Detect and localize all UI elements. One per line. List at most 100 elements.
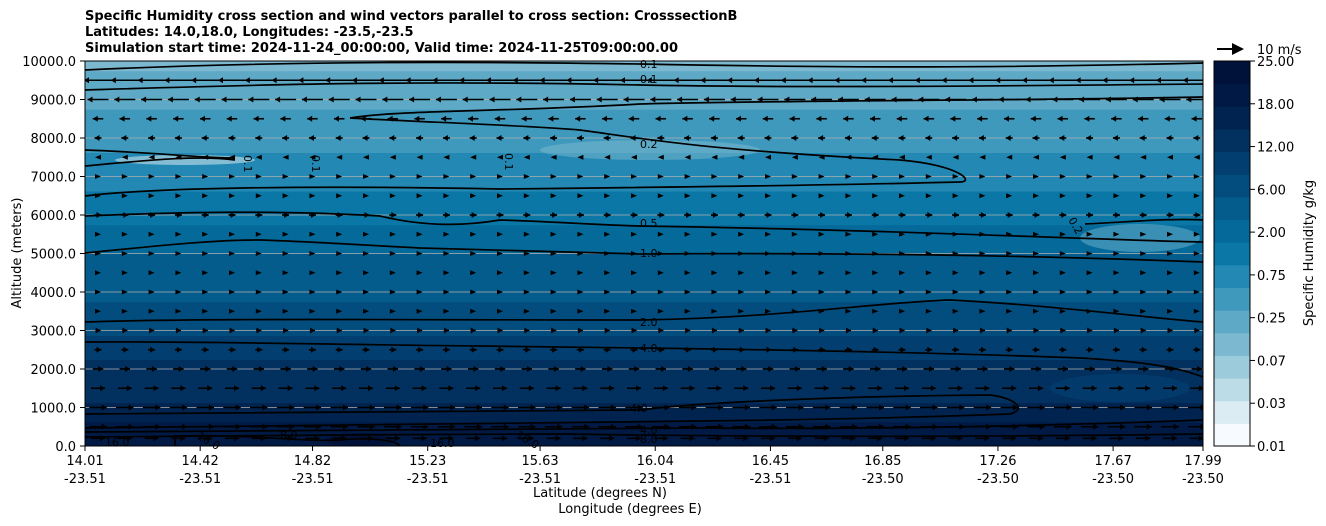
wind-arrow-head bbox=[765, 154, 771, 160]
wind-arrow-head bbox=[979, 231, 986, 237]
wind-arrow-head bbox=[368, 385, 373, 392]
wind-arrow-head bbox=[577, 174, 584, 179]
wind-arrow-head bbox=[765, 174, 771, 179]
wind-arrow-head bbox=[153, 385, 159, 392]
wind-arrow-head bbox=[659, 212, 665, 218]
wind-arrow-head bbox=[684, 231, 691, 237]
wind-arrow-head bbox=[593, 77, 599, 84]
contour-line bbox=[85, 61, 1203, 71]
wind-arrow-head bbox=[121, 174, 128, 179]
wind-arrow-head bbox=[954, 212, 960, 218]
wind-arrow-head bbox=[336, 154, 343, 160]
wind-arrow-head bbox=[262, 404, 268, 411]
colorbar-segment bbox=[1214, 83, 1250, 107]
wind-arrow-head bbox=[872, 327, 878, 334]
wind-arrow-head bbox=[634, 366, 640, 372]
wind-arrow-head bbox=[1033, 289, 1039, 295]
wind-arrow-head bbox=[255, 193, 262, 199]
wind-arrow-head bbox=[1167, 327, 1173, 334]
wind-arrow-head bbox=[980, 346, 986, 353]
wind-arrow-head bbox=[555, 435, 561, 442]
wind-arrow-head bbox=[416, 193, 423, 199]
colorbar-label: Specific Humidity g/kg bbox=[1302, 180, 1317, 326]
wind-arrow-head bbox=[389, 289, 396, 295]
wind-arrow-head bbox=[282, 231, 289, 237]
humidity-band bbox=[85, 166, 1203, 173]
wind-arrow-head bbox=[285, 366, 291, 372]
wind-arrow-head bbox=[360, 115, 366, 122]
wind-arrow-head bbox=[765, 231, 771, 237]
wind-arrow-head bbox=[202, 327, 208, 334]
wind-arrow-head bbox=[1012, 423, 1018, 430]
wind-arrow-head bbox=[1167, 193, 1173, 199]
wind-arrow-head bbox=[657, 308, 664, 314]
colorbar-segment bbox=[1214, 128, 1250, 153]
wind-arrow-head bbox=[689, 435, 695, 442]
wind-arrow-head bbox=[637, 404, 643, 411]
wind-arrow-head bbox=[101, 404, 107, 411]
wind-arrow-head bbox=[811, 96, 817, 103]
y-tick-label: 6000.0 bbox=[31, 209, 77, 224]
wind-arrow-head bbox=[877, 435, 883, 442]
y-tick-label: 3000.0 bbox=[31, 325, 77, 340]
wind-arrow-head bbox=[631, 154, 637, 160]
wind-arrow-head bbox=[825, 404, 831, 411]
wind-arrow-head bbox=[684, 193, 691, 199]
wind-arrow-head bbox=[175, 251, 182, 256]
wind-arrow-head bbox=[979, 270, 986, 276]
wind-arrow-head bbox=[711, 308, 718, 314]
humidity-band bbox=[85, 229, 1203, 235]
wind-arrow-head bbox=[530, 404, 536, 411]
wind-arrow-head bbox=[95, 289, 101, 295]
humidity-band bbox=[85, 369, 1203, 375]
wind-arrow-head bbox=[791, 289, 798, 295]
wind-arrow-head bbox=[900, 346, 906, 353]
wind-arrow-head bbox=[123, 346, 129, 353]
wind-arrow-head bbox=[1086, 308, 1093, 314]
wind-arrow-head bbox=[1140, 193, 1147, 199]
wind-arrow-head bbox=[414, 115, 420, 122]
wind-arrow-head bbox=[498, 346, 504, 353]
wind-arrow-head bbox=[230, 212, 236, 218]
wind-arrow-head bbox=[925, 270, 932, 276]
wind-arrow-head bbox=[1143, 366, 1149, 372]
wind-arrow-head bbox=[577, 308, 584, 314]
wind-arrow-head bbox=[448, 435, 454, 442]
wind-arrow-head bbox=[432, 77, 438, 84]
wind-arrow-head bbox=[798, 404, 804, 411]
wind-arrow-head bbox=[363, 327, 369, 334]
wind-arrow-head bbox=[475, 385, 481, 392]
wind-arrow-head bbox=[899, 231, 905, 237]
wind-arrow-head bbox=[229, 327, 235, 334]
wind-arrow-head bbox=[902, 366, 908, 372]
wind-arrow-head bbox=[121, 289, 128, 295]
wind-arrow-head bbox=[918, 96, 924, 103]
wind-arrow-head bbox=[229, 154, 235, 160]
wind-arrow-head bbox=[891, 96, 897, 103]
humidity-band bbox=[85, 292, 1203, 298]
wind-arrow-head bbox=[873, 346, 879, 353]
wind-arrow-head bbox=[685, 327, 691, 334]
wind-arrow-head bbox=[979, 174, 986, 179]
wind-arrow-head bbox=[888, 77, 893, 84]
wind-arrow-head bbox=[998, 96, 1004, 103]
wind-arrow-head bbox=[1167, 174, 1173, 179]
wind-arrow-head bbox=[550, 135, 556, 141]
humidity-band bbox=[85, 113, 1203, 120]
wind-arrow-head bbox=[1032, 135, 1038, 141]
wind-arrow-head bbox=[443, 231, 450, 237]
wind-arrow-head bbox=[443, 193, 450, 199]
wind-arrow-head bbox=[391, 212, 397, 218]
wind-arrow-head bbox=[952, 270, 959, 276]
wind-arrow-head bbox=[122, 327, 128, 334]
wind-arrow-head bbox=[393, 366, 399, 372]
humidity-contours bbox=[85, 61, 1203, 446]
wind-arrow-head bbox=[765, 251, 771, 256]
wind-arrow-head bbox=[100, 385, 105, 392]
wind-arrow-head bbox=[95, 327, 101, 334]
wind-arrow-head bbox=[255, 308, 262, 314]
wind-arrow-head bbox=[925, 193, 932, 199]
humidity-band bbox=[85, 224, 1203, 231]
wind-arrow-head bbox=[262, 423, 268, 430]
wind-arrow-head bbox=[861, 77, 867, 84]
